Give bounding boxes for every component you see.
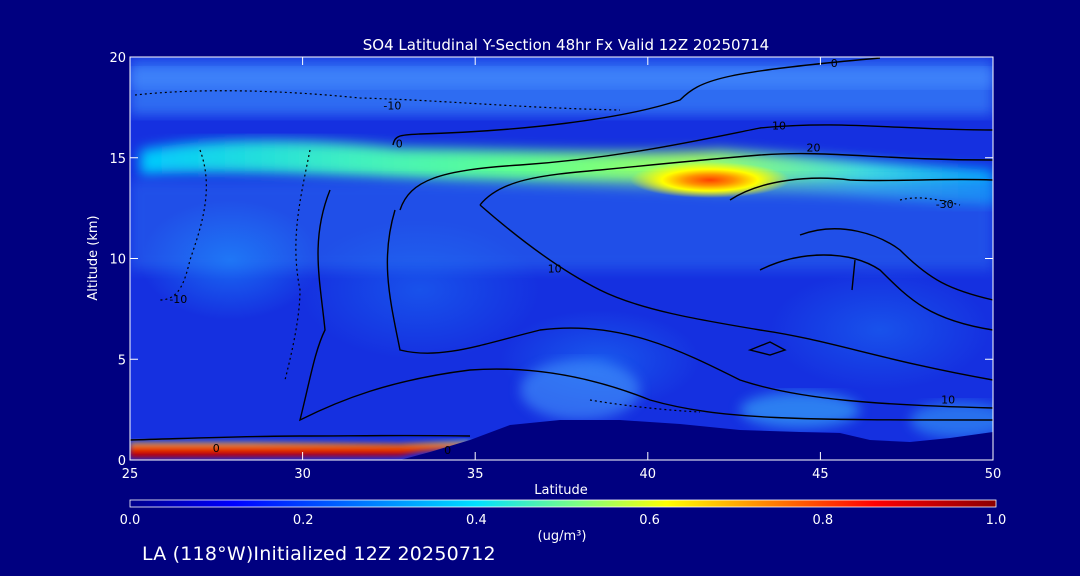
contour-label: 0 <box>396 138 403 151</box>
x-tick-label: 50 <box>985 467 1002 482</box>
colorbar-tick-label: 0.2 <box>293 513 314 528</box>
colorbar-tick-label: 0.6 <box>639 513 660 528</box>
contour-label: 20 <box>806 142 820 155</box>
contour-label: 10 <box>941 394 955 407</box>
contour-lines-dotted <box>134 90 961 413</box>
x-tick-label: 25 <box>122 467 139 482</box>
x-axis-label: Latitude <box>534 483 588 498</box>
y-tick-label: 0 <box>118 454 126 469</box>
colorbar <box>129 499 997 508</box>
footer-initialization-text: LA (118°W)Initialized 12Z 20250712 <box>142 543 496 565</box>
x-tick-label: 35 <box>467 467 484 482</box>
contour-label: -30 <box>936 198 954 211</box>
x-axis: 25 30 35 40 45 50 <box>122 57 1002 482</box>
contour-label: 10 <box>548 263 562 276</box>
y-tick-label: 20 <box>109 51 126 66</box>
y-tick-label: 5 <box>118 353 126 368</box>
y-tick-label: 10 <box>109 253 126 268</box>
colorbar-tick-label: 0.8 <box>812 513 833 528</box>
y-tick-label: 15 <box>109 152 126 167</box>
contour-label: 10 <box>772 120 786 133</box>
x-tick-label: 45 <box>812 467 829 482</box>
y-axis: 0 5 10 15 20 <box>109 51 993 469</box>
y-axis-label: Altitude (km) <box>86 215 101 300</box>
x-tick-label: 40 <box>640 467 657 482</box>
contour-lines <box>130 57 993 441</box>
x-tick-label: 30 <box>294 467 311 482</box>
colorbar-tick-label: 1.0 <box>986 513 1007 528</box>
colorbar-ticks: 0.0 0.2 0.4 0.6 0.8 1.0 <box>120 513 1007 528</box>
colorbar-tick-label: 0.4 <box>466 513 487 528</box>
chart-title: SO4 Latitudinal Y-Section 48hr Fx Valid … <box>363 36 769 54</box>
contour-label: 0 <box>213 442 220 455</box>
contour-label: 0 <box>831 57 838 70</box>
colorbar-tick-label: 0.0 <box>120 513 141 528</box>
colorbar-unit-label: (ug/m³) <box>538 529 587 544</box>
contour-label: -10 <box>169 293 187 306</box>
concentration-field <box>130 57 993 460</box>
contour-label: -10 <box>383 99 401 112</box>
contour-labels: 0 -10 0 10 20 -30 10 -10 0 0 10 <box>169 57 955 457</box>
contour-label: 0 <box>444 444 451 457</box>
